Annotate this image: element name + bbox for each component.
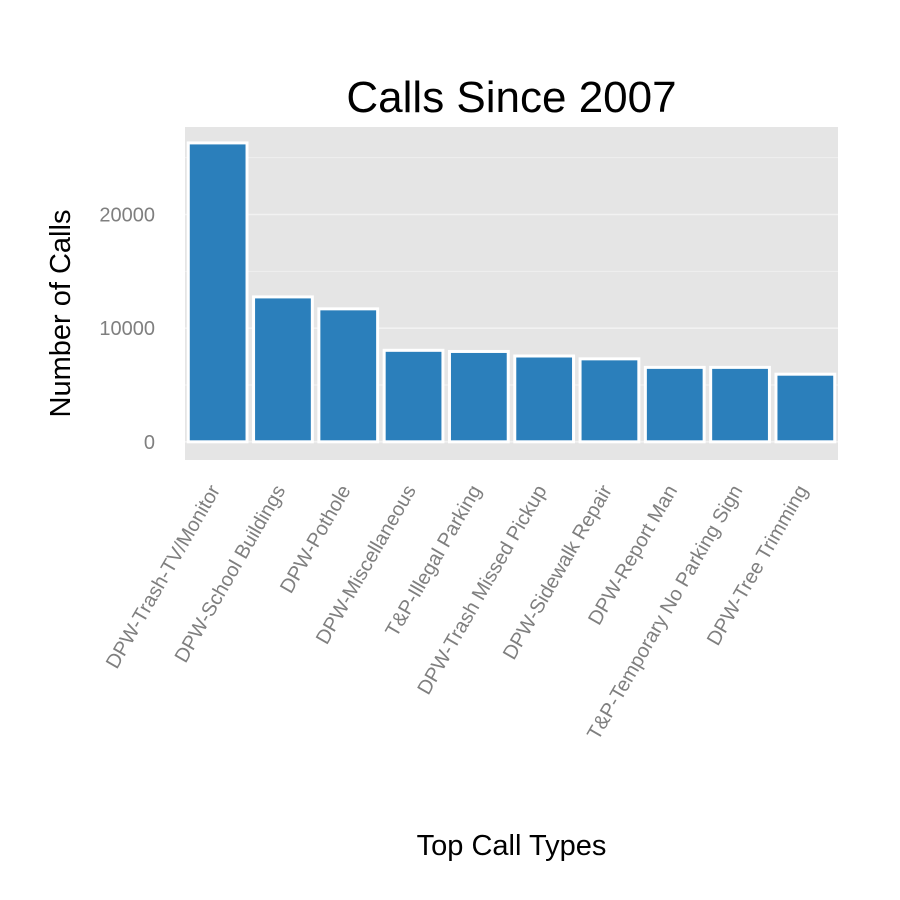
x-axis-title: Top Call Types (417, 830, 607, 862)
x-tick-label: DPW-School Buildings (171, 482, 290, 667)
x-tick-label: DPW-Trash-TV/Monitor (102, 481, 225, 672)
y-axis-ticks: 0 10000 20000 (99, 205, 155, 454)
y-tick-label: 0 (144, 432, 155, 454)
bar (709, 365, 771, 444)
x-tick-label: DPW-Trash Missed Pickup (414, 482, 552, 699)
y-tick-label: 20000 (99, 205, 155, 227)
y-axis-title: Number of Calls (45, 210, 77, 418)
y-tick-label: 10000 (99, 318, 155, 340)
chart-title: Calls Since 2007 (346, 73, 676, 122)
bar (578, 357, 641, 444)
bars (186, 141, 837, 444)
x-tick-label: DPW-Pothole (276, 482, 355, 598)
bar (513, 354, 576, 444)
bar (382, 348, 445, 444)
bar (186, 141, 249, 444)
bar (643, 365, 706, 444)
bar (774, 372, 837, 444)
bar (447, 349, 510, 444)
bar (252, 295, 314, 444)
bar (317, 307, 380, 444)
